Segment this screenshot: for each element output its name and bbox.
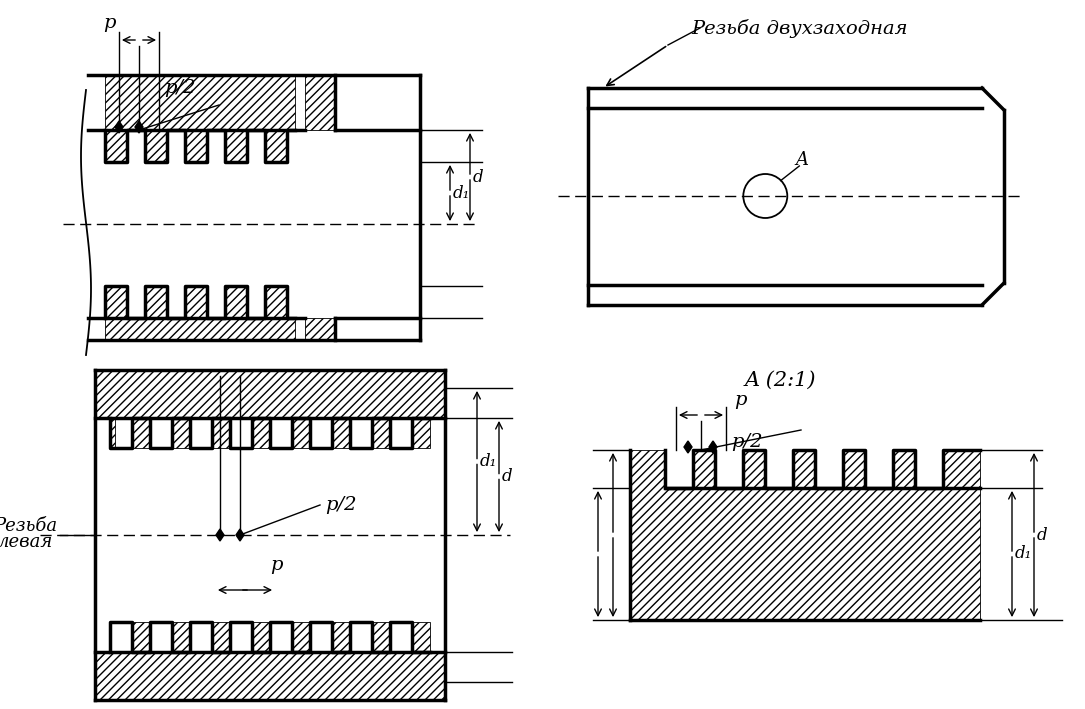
Text: d: d [502, 468, 512, 485]
Polygon shape [95, 370, 445, 418]
Polygon shape [292, 418, 310, 448]
Polygon shape [372, 418, 390, 448]
Text: p: p [733, 391, 746, 409]
Polygon shape [115, 121, 123, 133]
Polygon shape [132, 622, 150, 652]
Text: p/2: p/2 [326, 496, 357, 514]
Polygon shape [305, 318, 335, 340]
Polygon shape [412, 622, 430, 652]
Text: d₁: d₁ [454, 184, 470, 201]
Polygon shape [105, 318, 295, 340]
Polygon shape [292, 622, 310, 652]
Polygon shape [105, 286, 127, 318]
Polygon shape [95, 652, 445, 700]
Text: Резьба двухзаходная: Резьба двухзаходная [692, 18, 908, 38]
Text: A: A [795, 151, 808, 169]
Polygon shape [145, 130, 167, 162]
Polygon shape [372, 622, 390, 652]
Polygon shape [265, 286, 288, 318]
Text: A (2:1): A (2:1) [744, 371, 816, 389]
Text: левая: левая [0, 533, 53, 551]
Polygon shape [212, 418, 230, 448]
Polygon shape [225, 286, 247, 318]
Polygon shape [412, 418, 430, 448]
Polygon shape [225, 130, 247, 162]
Polygon shape [132, 418, 150, 448]
Polygon shape [110, 418, 115, 448]
Polygon shape [216, 529, 224, 541]
Polygon shape [237, 529, 244, 541]
Polygon shape [709, 441, 717, 453]
Text: Резьба: Резьба [0, 517, 58, 535]
Polygon shape [186, 130, 207, 162]
Polygon shape [332, 622, 350, 652]
Text: d: d [473, 169, 484, 186]
Polygon shape [265, 130, 288, 162]
Polygon shape [212, 622, 230, 652]
Polygon shape [135, 121, 143, 133]
Text: d: d [1037, 527, 1048, 544]
Polygon shape [305, 75, 335, 130]
Polygon shape [252, 418, 270, 448]
Text: d₁: d₁ [480, 453, 497, 470]
Polygon shape [173, 622, 190, 652]
Polygon shape [105, 75, 295, 130]
Polygon shape [145, 286, 167, 318]
Polygon shape [332, 418, 350, 448]
Polygon shape [630, 450, 980, 620]
Text: p/2: p/2 [164, 79, 195, 97]
Text: p/2: p/2 [731, 433, 763, 451]
Text: p: p [270, 556, 282, 574]
Polygon shape [105, 130, 127, 162]
Polygon shape [252, 622, 270, 652]
Text: d₁: d₁ [1014, 545, 1032, 562]
Polygon shape [684, 441, 692, 453]
Text: p: p [103, 14, 115, 32]
Polygon shape [173, 418, 190, 448]
Polygon shape [186, 286, 207, 318]
